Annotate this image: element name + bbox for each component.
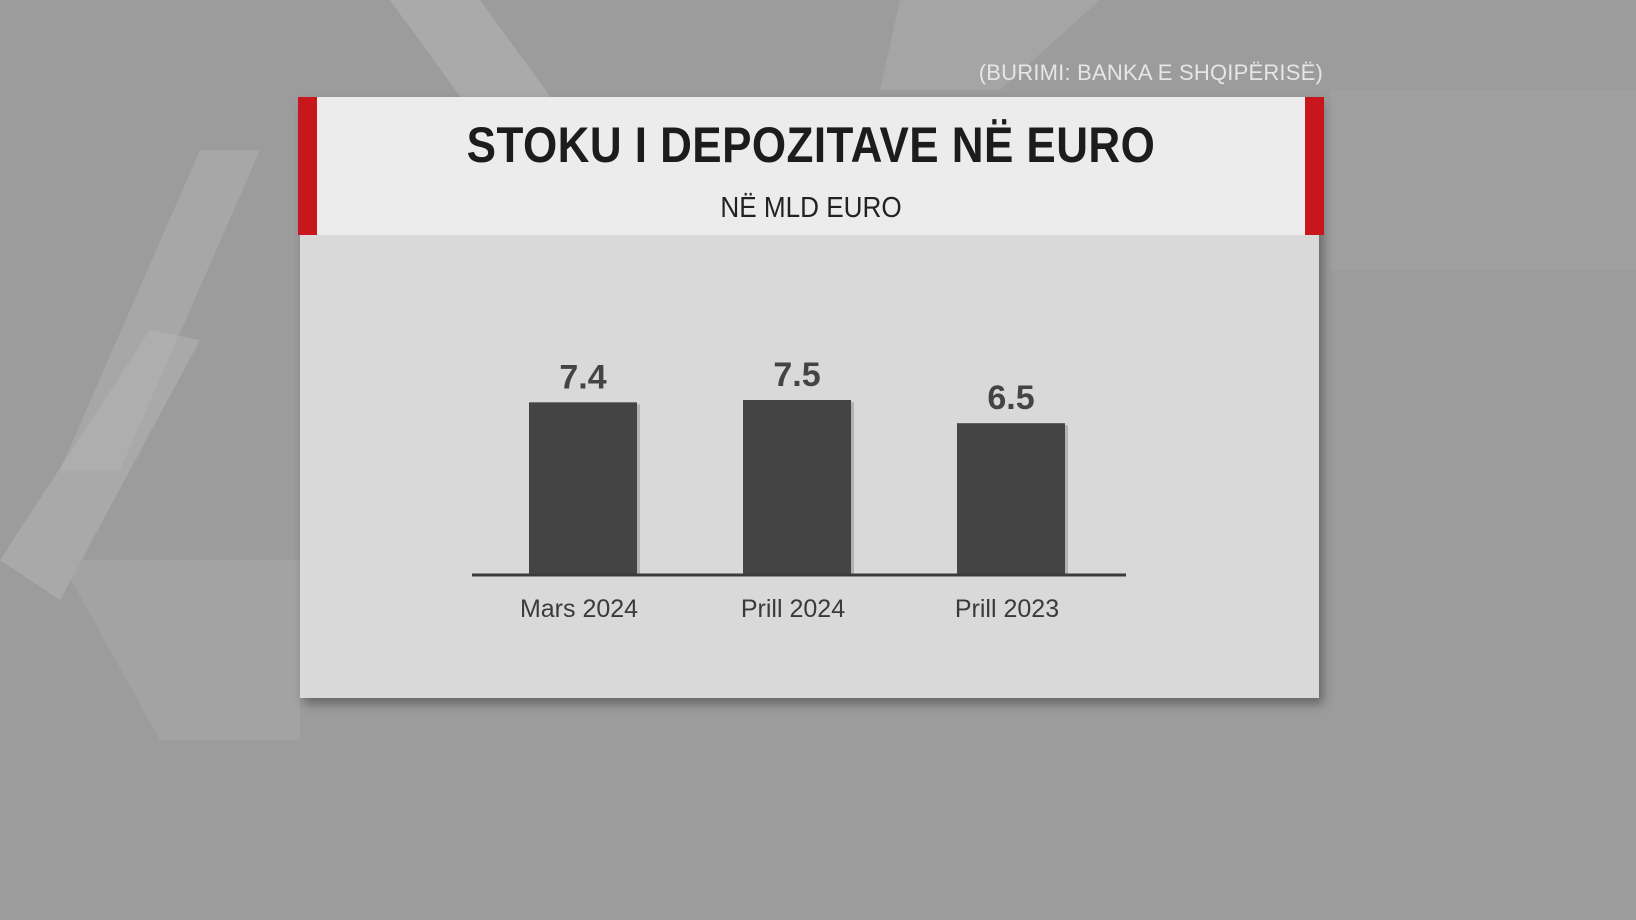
chart-header	[298, 97, 1324, 235]
category-label: Prill 2024	[741, 595, 845, 623]
chart-title: STOKU I DEPOZITAVE NË EURO	[466, 117, 1156, 173]
header-accent-left	[298, 97, 317, 235]
bar-value-label: 7.4	[559, 358, 606, 396]
source-note: (BURIMI: BANKA E SHQIPËRISË)	[978, 60, 1323, 85]
chart-subtitle: NË MLD EURO	[720, 192, 902, 224]
category-label: Mars 2024	[520, 595, 638, 623]
header-accent-right	[1305, 97, 1324, 235]
category-label: Prill 2023	[955, 595, 1059, 623]
bar-3	[957, 423, 1065, 574]
bar-2	[743, 400, 851, 574]
bar-value-label: 7.5	[773, 356, 820, 394]
bar-chart: 7.4 Mars 2024 7.5 Prill 2024 6.5 Prill 2023	[472, 356, 1126, 623]
bar-1	[529, 402, 637, 574]
bar-value-label: 6.5	[987, 379, 1034, 417]
